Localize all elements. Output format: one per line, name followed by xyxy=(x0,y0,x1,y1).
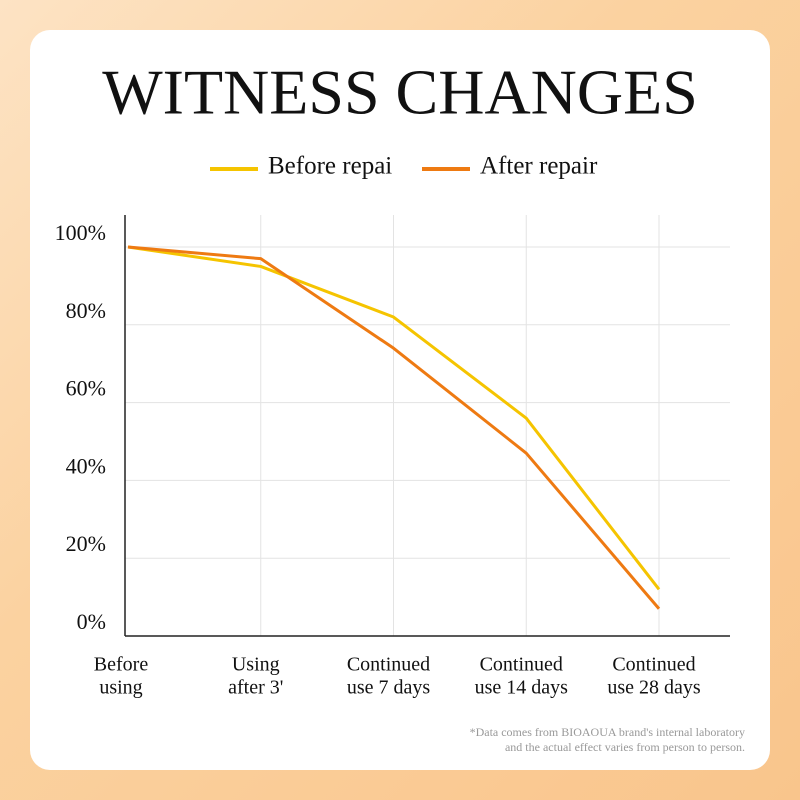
x-tick-label: using xyxy=(99,677,142,699)
card xyxy=(30,30,770,770)
x-tick-label: Using xyxy=(232,654,280,676)
y-tick-label: 0% xyxy=(77,609,106,634)
x-tick-label: use 14 days xyxy=(475,677,569,699)
x-tick-label: after 3' xyxy=(228,677,283,699)
footnote: and the actual effect varies from person… xyxy=(505,740,745,754)
chart-title: WITNESS CHANGES xyxy=(102,57,698,128)
series-line xyxy=(127,245,661,591)
y-tick-label: 100% xyxy=(55,220,106,245)
legend-label: Before repai xyxy=(268,153,392,180)
y-tick-label: 80% xyxy=(66,298,106,323)
x-tick-label: use 7 days xyxy=(347,677,431,699)
x-tick-label: Continued xyxy=(480,654,563,676)
x-tick-label: Continued xyxy=(612,654,695,676)
legend-label: After repair xyxy=(480,153,598,180)
x-tick-label: Before xyxy=(94,654,149,676)
x-tick-label: use 28 days xyxy=(607,677,701,699)
y-tick-label: 20% xyxy=(66,531,106,556)
y-tick-label: 60% xyxy=(66,376,106,401)
series-line xyxy=(127,245,661,610)
x-tick-label: Continued xyxy=(347,654,430,676)
y-tick-label: 40% xyxy=(66,453,106,478)
footnote: *Data comes from BIOAOUA brand's interna… xyxy=(470,725,745,739)
